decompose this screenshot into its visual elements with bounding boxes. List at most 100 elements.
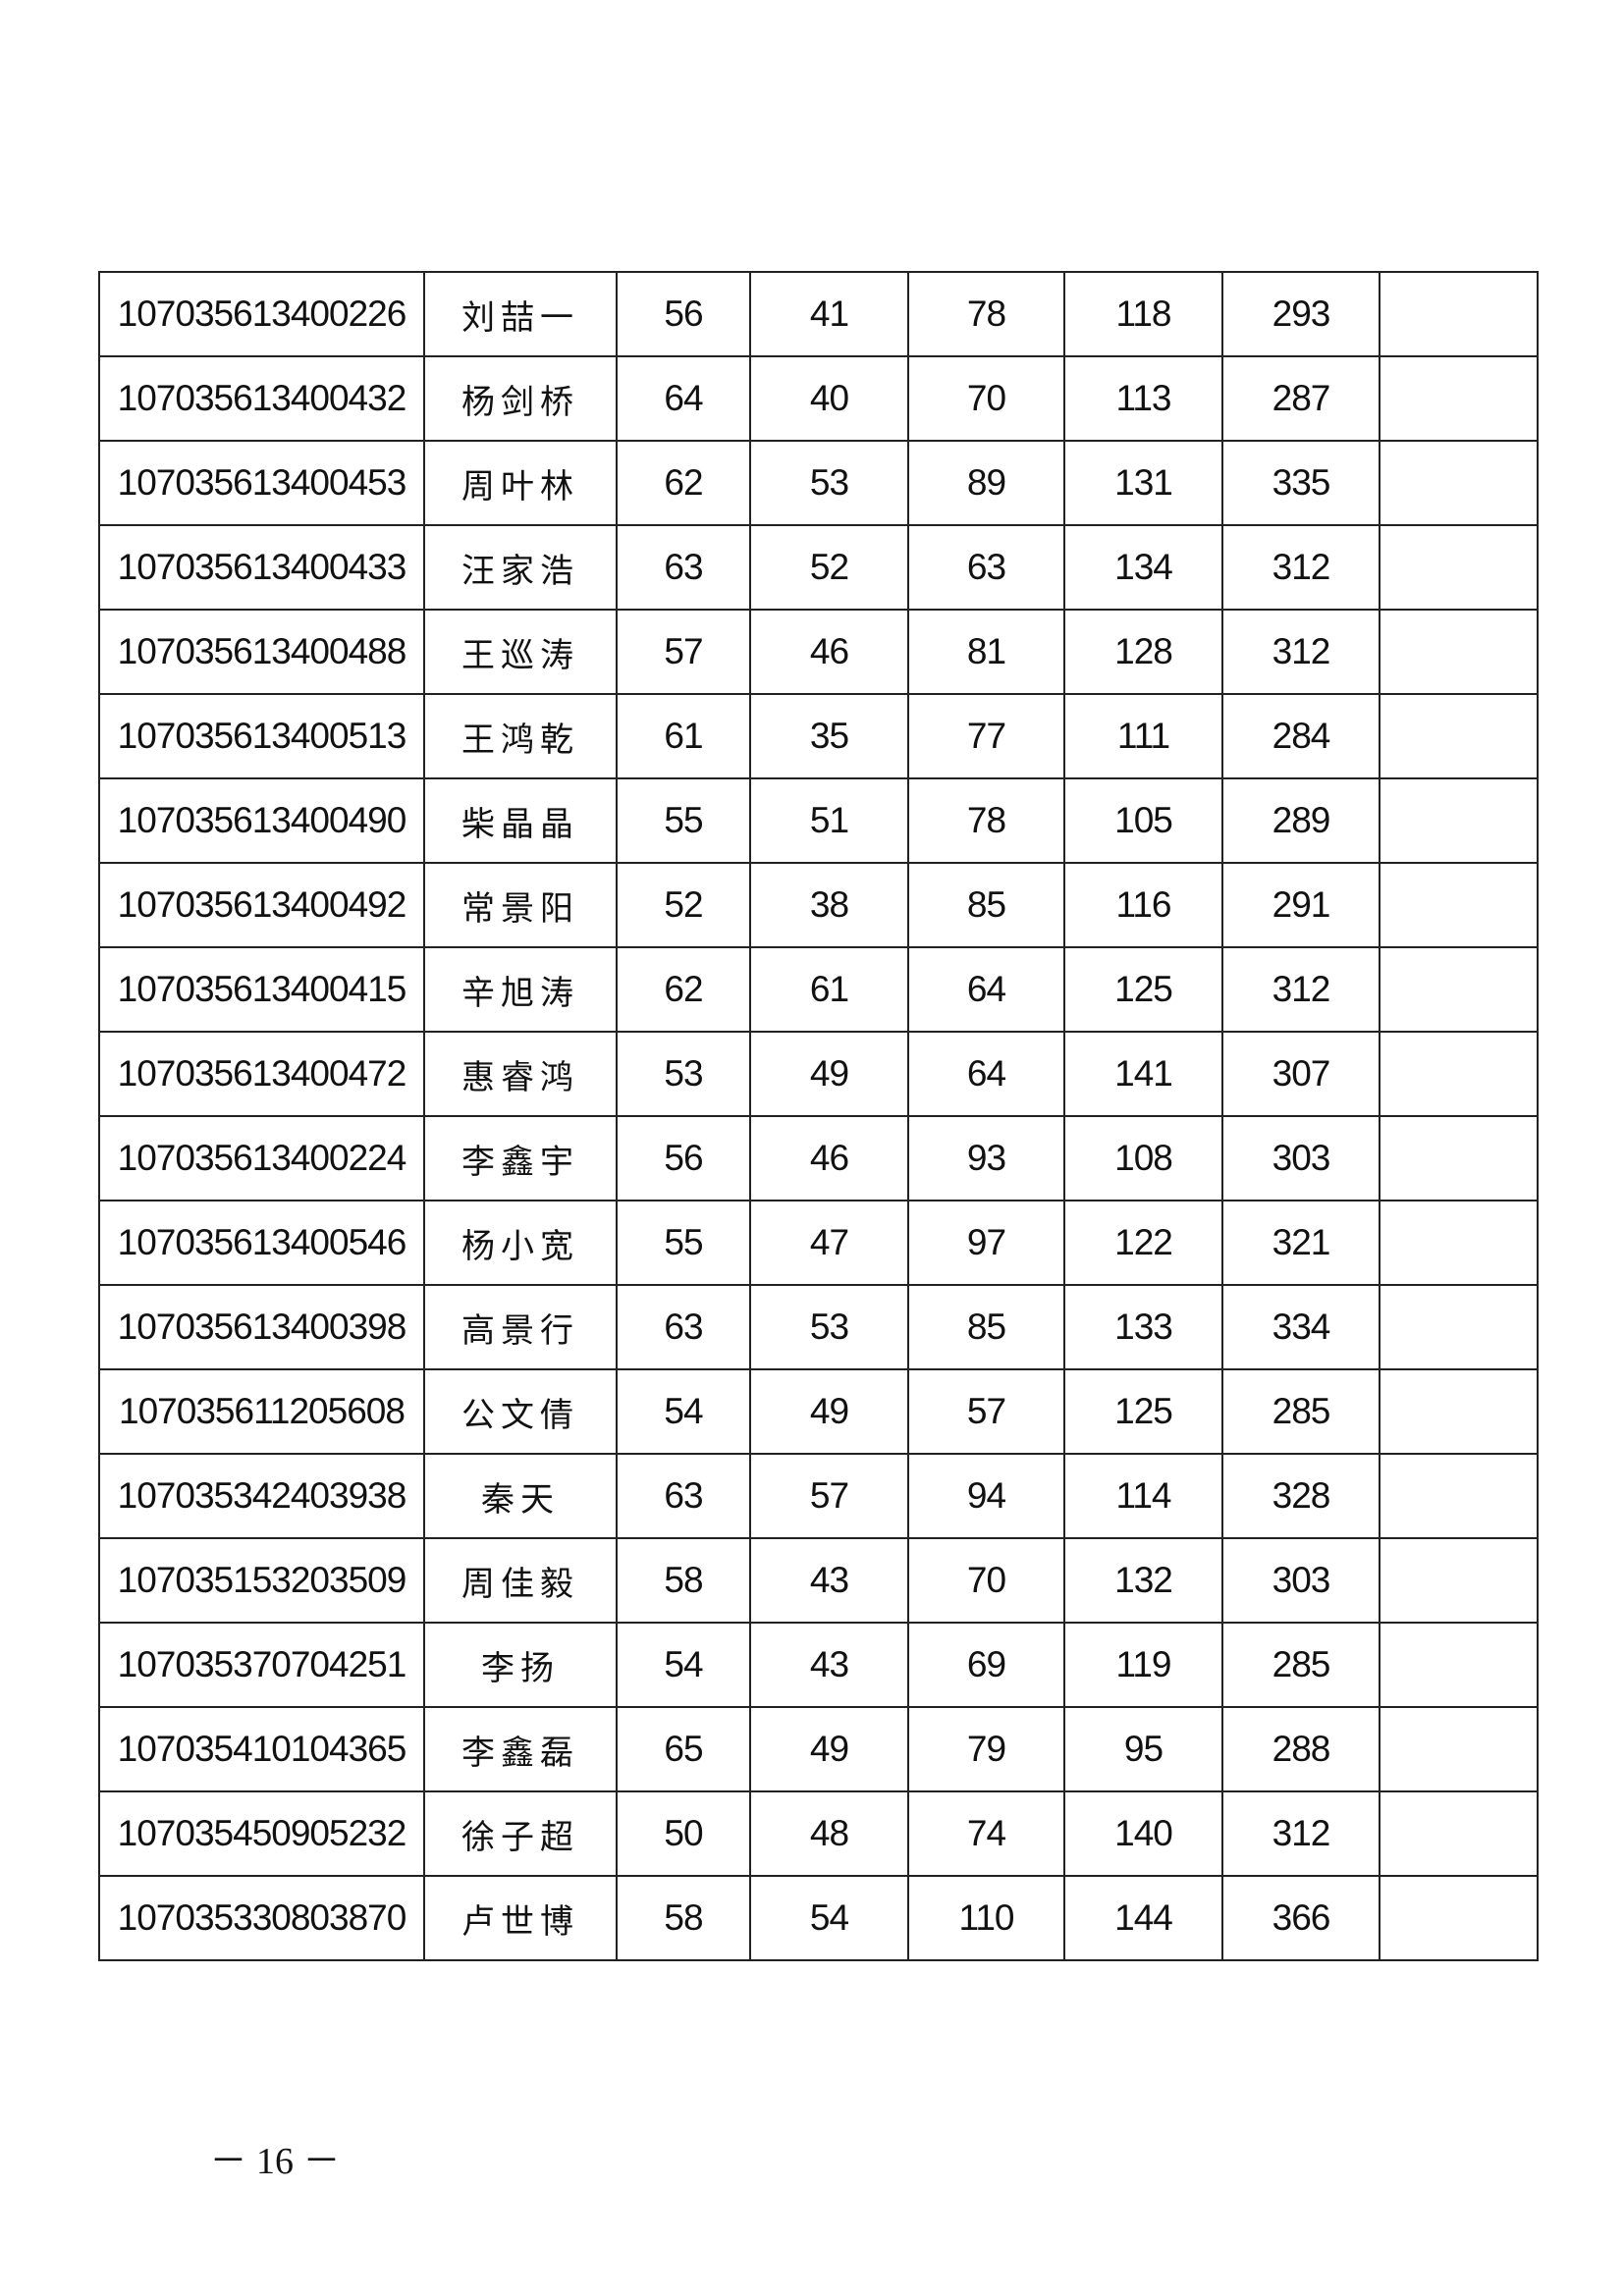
candidate-name-cell: 周佳毅 xyxy=(423,1537,618,1624)
score-4-cell: 132 xyxy=(1063,1537,1223,1624)
score-4-cell: 131 xyxy=(1063,440,1223,526)
score-4-cell: 118 xyxy=(1063,271,1223,357)
score-3-cell: 79 xyxy=(907,1706,1065,1792)
score-1-cell: 53 xyxy=(616,1031,751,1117)
score-1-cell: 54 xyxy=(616,1368,751,1455)
total-score-cell: 321 xyxy=(1221,1200,1380,1286)
score-3-cell: 94 xyxy=(907,1453,1065,1539)
table-body: 107035613400226 刘喆一 56 41 78 118 293 1070356134… xyxy=(98,271,1539,1961)
score-4-cell: 125 xyxy=(1063,946,1223,1033)
candidate-name-cell: 周叶林 xyxy=(423,440,618,526)
candidate-id-cell: 107035611205608 xyxy=(98,1368,425,1455)
remarks-cell xyxy=(1379,1875,1539,1961)
table-row: 107035613400492 常景阳 52 38 85 116 291 xyxy=(98,862,1539,948)
score-3-cell: 57 xyxy=(907,1368,1065,1455)
score-4-cell: 119 xyxy=(1063,1622,1223,1708)
score-4-cell: 133 xyxy=(1063,1284,1223,1370)
score-1-cell: 56 xyxy=(616,1115,751,1201)
score-2-cell: 43 xyxy=(749,1537,909,1624)
total-score-cell: 328 xyxy=(1221,1453,1380,1539)
table-row: 107035613400546 杨小宽 55 47 97 122 321 xyxy=(98,1200,1539,1286)
score-2-cell: 48 xyxy=(749,1790,909,1877)
candidate-id-cell: 107035450905232 xyxy=(98,1790,425,1877)
score-3-cell: 81 xyxy=(907,609,1065,695)
candidate-id-cell: 107035613400492 xyxy=(98,862,425,948)
score-1-cell: 57 xyxy=(616,609,751,695)
score-2-cell: 40 xyxy=(749,355,909,442)
candidate-name-cell: 柴晶晶 xyxy=(423,777,618,864)
score-2-cell: 52 xyxy=(749,524,909,611)
score-1-cell: 63 xyxy=(616,524,751,611)
candidate-name-cell: 公文倩 xyxy=(423,1368,618,1455)
total-score-cell: 312 xyxy=(1221,946,1380,1033)
table-row: 107035613400472 惠睿鸿 53 49 64 141 307 xyxy=(98,1031,1539,1117)
candidate-name-cell: 汪家浩 xyxy=(423,524,618,611)
candidate-id-cell: 107035410104365 xyxy=(98,1706,425,1792)
score-2-cell: 54 xyxy=(749,1875,909,1961)
score-1-cell: 58 xyxy=(616,1875,751,1961)
candidate-name-cell: 李鑫磊 xyxy=(423,1706,618,1792)
score-3-cell: 69 xyxy=(907,1622,1065,1708)
score-1-cell: 50 xyxy=(616,1790,751,1877)
table-row: 107035342403938 秦天 63 57 94 114 328 xyxy=(98,1453,1539,1539)
score-table: 107035613400226 刘喆一 56 41 78 118 293 1070356134… xyxy=(98,271,1539,1961)
candidate-name-cell: 王巡涛 xyxy=(423,609,618,695)
score-4-cell: 125 xyxy=(1063,1368,1223,1455)
candidate-name-cell: 李鑫宇 xyxy=(423,1115,618,1201)
candidate-id-cell: 107035613400433 xyxy=(98,524,425,611)
score-3-cell: 85 xyxy=(907,862,1065,948)
remarks-cell xyxy=(1379,271,1539,357)
candidate-name-cell: 高景行 xyxy=(423,1284,618,1370)
score-3-cell: 70 xyxy=(907,355,1065,442)
score-3-cell: 89 xyxy=(907,440,1065,526)
table-row: 107035613400398 高景行 63 53 85 133 334 xyxy=(98,1284,1539,1370)
remarks-cell xyxy=(1379,1200,1539,1286)
score-3-cell: 110 xyxy=(907,1875,1065,1961)
score-4-cell: 114 xyxy=(1063,1453,1223,1539)
score-3-cell: 93 xyxy=(907,1115,1065,1201)
candidate-name-cell: 卢世博 xyxy=(423,1875,618,1961)
total-score-cell: 312 xyxy=(1221,524,1380,611)
score-4-cell: 134 xyxy=(1063,524,1223,611)
candidate-id-cell: 107035153203509 xyxy=(98,1537,425,1624)
candidate-name-cell: 杨小宽 xyxy=(423,1200,618,1286)
candidate-id-cell: 107035613400453 xyxy=(98,440,425,526)
table-row: 107035613400453 周叶林 62 53 89 131 335 xyxy=(98,440,1539,526)
total-score-cell: 312 xyxy=(1221,1790,1380,1877)
candidate-id-cell: 107035613400398 xyxy=(98,1284,425,1370)
score-3-cell: 64 xyxy=(907,1031,1065,1117)
score-3-cell: 63 xyxy=(907,524,1065,611)
total-score-cell: 291 xyxy=(1221,862,1380,948)
score-1-cell: 63 xyxy=(616,1284,751,1370)
table-row: 107035410104365 李鑫磊 65 49 79 95 288 xyxy=(98,1706,1539,1792)
score-4-cell: 122 xyxy=(1063,1200,1223,1286)
total-score-cell: 288 xyxy=(1221,1706,1380,1792)
total-score-cell: 285 xyxy=(1221,1368,1380,1455)
table-row: 107035613400415 辛旭涛 62 61 64 125 312 xyxy=(98,946,1539,1033)
score-2-cell: 61 xyxy=(749,946,909,1033)
remarks-cell xyxy=(1379,355,1539,442)
remarks-cell xyxy=(1379,1537,1539,1624)
table-row: 107035613400226 刘喆一 56 41 78 118 293 xyxy=(98,271,1539,357)
candidate-name-cell: 辛旭涛 xyxy=(423,946,618,1033)
score-4-cell: 95 xyxy=(1063,1706,1223,1792)
remarks-cell xyxy=(1379,1115,1539,1201)
candidate-name-cell: 秦天 xyxy=(423,1453,618,1539)
candidate-id-cell: 107035613400432 xyxy=(98,355,425,442)
score-3-cell: 74 xyxy=(907,1790,1065,1877)
score-2-cell: 57 xyxy=(749,1453,909,1539)
score-3-cell: 85 xyxy=(907,1284,1065,1370)
table-row: 107035370704251 李扬 54 43 69 119 285 xyxy=(98,1622,1539,1708)
score-3-cell: 70 xyxy=(907,1537,1065,1624)
score-3-cell: 78 xyxy=(907,777,1065,864)
score-2-cell: 46 xyxy=(749,609,909,695)
remarks-cell xyxy=(1379,1031,1539,1117)
total-score-cell: 289 xyxy=(1221,777,1380,864)
remarks-cell xyxy=(1379,1706,1539,1792)
total-score-cell: 335 xyxy=(1221,440,1380,526)
candidate-name-cell: 王鸿乾 xyxy=(423,693,618,779)
score-3-cell: 78 xyxy=(907,271,1065,357)
total-score-cell: 307 xyxy=(1221,1031,1380,1117)
remarks-cell xyxy=(1379,609,1539,695)
remarks-cell xyxy=(1379,524,1539,611)
